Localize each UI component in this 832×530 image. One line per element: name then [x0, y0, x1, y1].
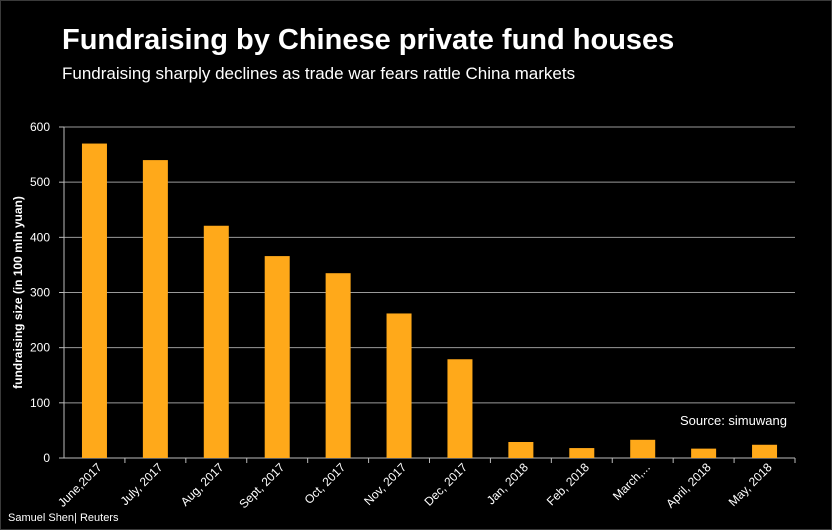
x-tick-label: April, 2018 [663, 460, 714, 511]
x-tick-label: May, 2018 [726, 460, 775, 509]
bar-11 [752, 444, 778, 458]
bar-0 [81, 143, 107, 459]
bar-6 [447, 359, 473, 458]
y-tick-label: 0 [43, 451, 50, 465]
bar-9 [630, 439, 656, 458]
credit-note: Samuel Shen| Reuters [8, 512, 119, 524]
y-tick-label: 200 [30, 341, 50, 355]
x-tick-label: Jan, 2018 [484, 460, 531, 507]
y-tick-label: 100 [30, 396, 50, 410]
chart-subtitle: Fundraising sharply declines as trade wa… [62, 64, 576, 83]
x-tick-label: June,2017 [55, 460, 105, 510]
bar-10 [691, 448, 717, 458]
x-tick-label: Sept, 2017 [236, 460, 287, 511]
bar-4 [325, 273, 351, 458]
bar-1 [142, 160, 168, 458]
chart-title: Fundraising by Chinese private fund hous… [62, 24, 675, 56]
x-tick-label: Feb, 2018 [544, 460, 592, 508]
bar-2 [203, 225, 229, 458]
x-tick-label: Oct, 2017 [302, 460, 349, 507]
x-tick-label: March,... [610, 460, 653, 503]
y-tick-label: 600 [30, 120, 50, 134]
x-tick-label: Aug, 2017 [178, 460, 227, 509]
bar-5 [386, 313, 412, 458]
bar-7 [508, 442, 534, 458]
bar-3 [264, 256, 290, 458]
x-tick-label: July, 2017 [118, 460, 166, 508]
x-tick-label: Nov, 2017 [361, 460, 409, 508]
y-axis-title: fundraising size (in 100 mln yuan) [11, 196, 25, 389]
y-tick-label: 400 [30, 230, 50, 244]
source-note: Source: simuwang [680, 413, 787, 428]
bar-8 [569, 448, 595, 458]
y-tick-label: 500 [30, 175, 50, 189]
x-tick-label: Dec, 2017 [421, 460, 470, 509]
y-tick-label: 300 [30, 286, 50, 300]
